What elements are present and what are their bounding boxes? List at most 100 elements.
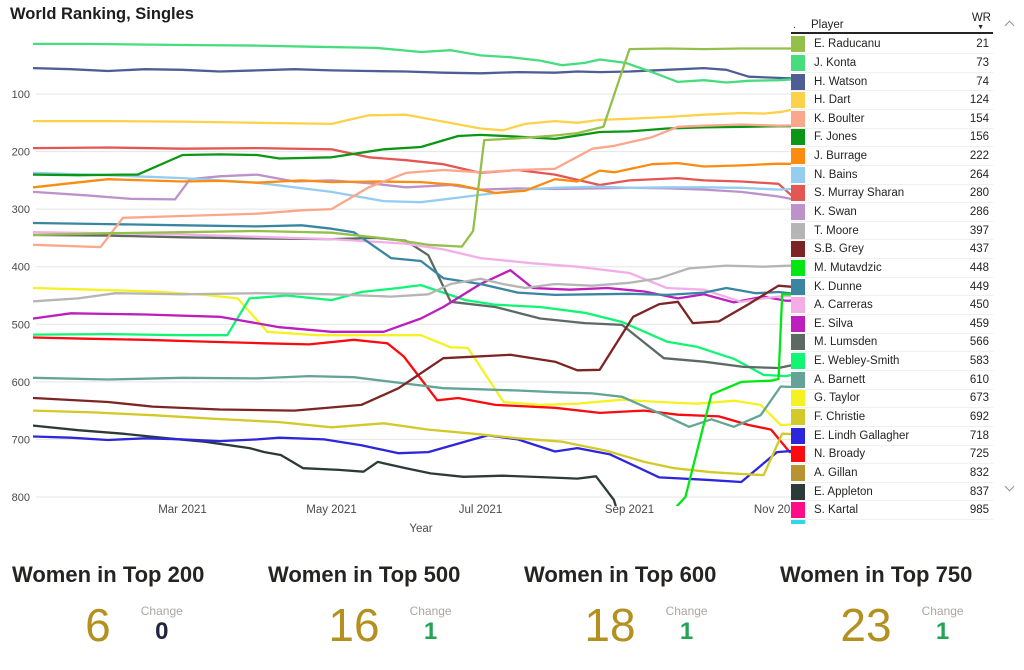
series-line-m-lumsden[interactable]: [33, 233, 808, 370]
series-line-f-christie[interactable]: [33, 409, 808, 477]
legend-row[interactable]: K. Boulter 154: [791, 110, 993, 129]
legend-row[interactable]: J. Burrage 222: [791, 147, 993, 166]
legend-row[interactable]: H. Dart 124: [791, 91, 993, 110]
series-line-a-carreras[interactable]: [33, 231, 808, 303]
legend-table[interactable]: . Player WR ▼ E. Raducanu 21 J. Konta 73 H. …: [791, 6, 1019, 524]
player-name: S. Murray Sharan: [814, 187, 905, 200]
player-column-header[interactable]: Player: [811, 19, 844, 32]
series-line-k-swan[interactable]: [33, 173, 808, 203]
kpi-card[interactable]: Women in Top 200 6 Change 0: [0, 546, 256, 670]
player-wr: 692: [969, 411, 989, 424]
x-axis-tick: May 2021: [306, 504, 357, 516]
legend-row[interactable]: M. Mutavdzic 448: [791, 259, 993, 278]
legend-row[interactable]: F. Christie 692: [791, 408, 993, 427]
legend-row[interactable]: E. Appleton 837: [791, 483, 993, 502]
series-line-n-broady[interactable]: [33, 336, 808, 455]
series-line-k-dunne[interactable]: [33, 221, 808, 297]
player-name: J. Konta: [814, 56, 857, 69]
series-line-g-taylor[interactable]: [33, 286, 808, 427]
series-line-s-b-grey[interactable]: [33, 284, 808, 412]
wr-column-header[interactable]: WR ▼: [971, 12, 991, 32]
series-line-j-konta[interactable]: [33, 42, 808, 84]
legend-row[interactable]: J. Konta 73: [791, 54, 993, 73]
player-name: H. Watson: [814, 75, 868, 88]
x-axis-title: Year: [409, 523, 432, 535]
player-wr: 673: [969, 392, 989, 405]
legend-row[interactable]: F. Jones 156: [791, 129, 993, 148]
legend-color-swatch: [791, 166, 805, 183]
series-line-t-moore[interactable]: [33, 263, 808, 303]
player-wr: 610: [969, 373, 989, 386]
player-wr: 718: [969, 429, 989, 442]
legend-row[interactable]: E. Webley-Smith 583: [791, 352, 993, 371]
legend-rows: E. Raducanu 21 J. Konta 73 H. Watson 74 H. Dar…: [791, 35, 993, 521]
player-wr: 74: [976, 75, 989, 88]
player-name: E. Raducanu: [814, 38, 881, 51]
legend-row[interactable]: K. Dunne 449: [791, 278, 993, 297]
series-line-e-webley-smith[interactable]: [33, 283, 808, 378]
player-wr: 156: [969, 131, 989, 144]
series-line-f-jones[interactable]: [33, 125, 808, 177]
player-name: F. Christie: [814, 411, 866, 424]
legend-row[interactable]: E. Lindh Gallagher 718: [791, 427, 993, 446]
legend-row[interactable]: A. Carreras 450: [791, 296, 993, 316]
player-name: A. Carreras: [814, 299, 873, 312]
kpi-card[interactable]: Women in Top 750 23 Change 1: [768, 546, 1024, 670]
player-wr: 264: [969, 168, 989, 181]
kpi-title: Women in Top 500: [268, 562, 461, 587]
legend-row[interactable]: A. Gillan 832: [791, 464, 993, 483]
player-name: F. Jones: [814, 131, 857, 144]
player-name: M. Lumsden: [814, 336, 878, 349]
legend-row[interactable]: N. Bains 264: [791, 166, 993, 185]
legend-row[interactable]: E. Raducanu 21: [791, 35, 993, 55]
series-line-a-barnett[interactable]: [33, 374, 808, 428]
scroll-down-icon[interactable]: [1004, 481, 1015, 492]
legend-color-swatch: [791, 259, 805, 276]
legend-color-swatch: [791, 409, 805, 426]
player-wr: 832: [969, 466, 989, 479]
legend-row[interactable]: S.B. Grey 437: [791, 240, 993, 260]
series-line-j-burrage[interactable]: [33, 161, 808, 195]
legend-row[interactable]: S. Kartal 985: [791, 501, 993, 521]
legend-row[interactable]: G. Taylor 673: [791, 390, 993, 409]
legend-color-swatch: [791, 371, 805, 388]
series-line-e-raducanu[interactable]: [33, 47, 808, 248]
legend-row[interactable]: E. Silva 459: [791, 315, 993, 334]
legend-color-swatch: [791, 278, 805, 295]
ranking-line-chart[interactable]: 100 200 300 400 500 600 700 800 Mar 2021 May 2021…: [0, 0, 812, 542]
legend-row[interactable]: T. Moore 397: [791, 222, 993, 241]
y-axis-tick: 700: [12, 434, 30, 446]
legend-row[interactable]: M. Lumsden 566: [791, 334, 993, 353]
series-line-e-silva[interactable]: [33, 269, 808, 333]
player-name: K. Swan: [814, 205, 857, 218]
legend-row[interactable]: K. Swan 286: [791, 203, 993, 222]
series-line-h-watson[interactable]: [33, 66, 808, 81]
kpi-card[interactable]: Women in Top 600 18 Change 1: [512, 546, 768, 670]
player-name: S.B. Grey: [814, 243, 864, 256]
kpi-body: 16 Change 1: [268, 602, 512, 648]
kpi-change-value: 1: [423, 618, 438, 646]
y-axis-tick: 400: [12, 262, 30, 274]
series-line-a-gillan[interactable]: [34, 507, 807, 515]
y-axis-tick: 600: [12, 377, 30, 389]
legend-scrollbar[interactable]: [1004, 20, 1016, 498]
player-wr: 21: [976, 38, 989, 51]
kpi-title: Women in Top 750: [780, 562, 973, 587]
kpi-change-label: Change: [409, 604, 452, 619]
scroll-up-icon[interactable]: [1004, 20, 1015, 31]
player-wr: 566: [969, 336, 989, 349]
player-name: E. Lindh Gallagher: [814, 429, 910, 442]
series-line-e-lindh-gallagher[interactable]: [33, 434, 808, 484]
legend-color-swatch: [791, 203, 805, 220]
legend-row[interactable]: H. Watson 74: [791, 73, 993, 92]
legend-row[interactable]: N. Broady 725: [791, 446, 993, 465]
series-line-m-mutavdzic[interactable]: [671, 293, 808, 513]
series-line-h-dart[interactable]: [33, 105, 808, 132]
kpi-card[interactable]: Women in Top 500 16 Change 1: [256, 546, 512, 670]
legend-row[interactable]: S. Murray Sharan 280: [791, 185, 993, 204]
legend-row[interactable]: A. Barnett 610: [791, 371, 993, 390]
legend-color-swatch: [791, 73, 805, 90]
legend-partial-row: [791, 520, 805, 524]
legend-table-header: . Player WR ▼: [791, 6, 993, 35]
legend-color-swatch: [791, 222, 805, 239]
